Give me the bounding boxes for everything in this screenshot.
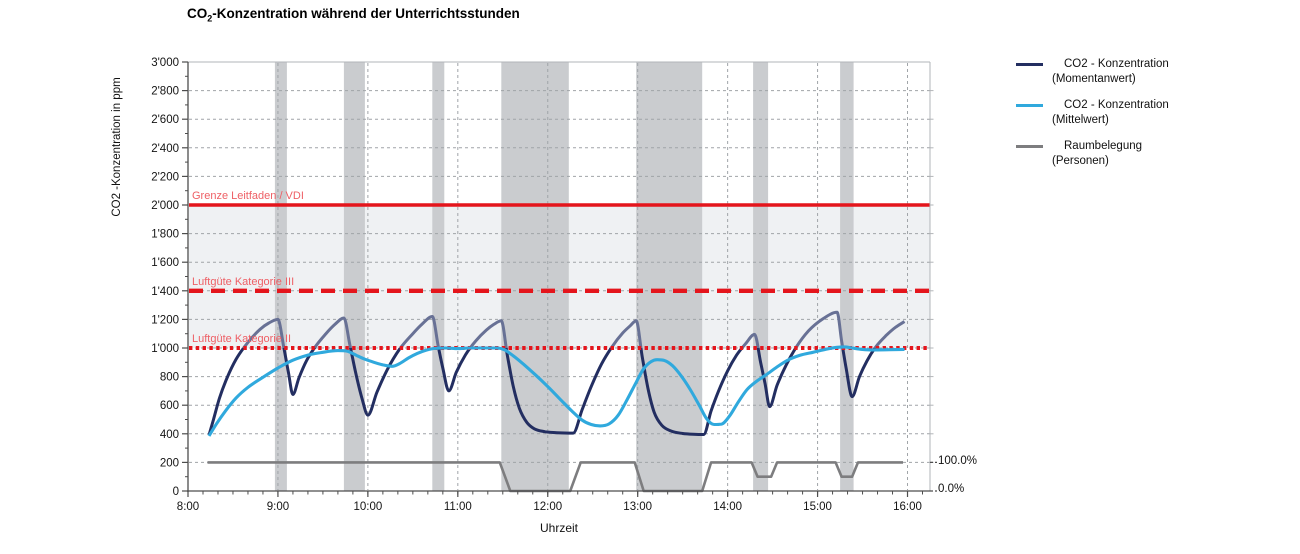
right-axis-label-100: 100.0% xyxy=(938,455,978,467)
threshold-label: Luftgüte Kategorie II xyxy=(192,333,291,345)
legend-label: (Mittelwert) xyxy=(1052,114,1109,126)
y-tick-label: 2'800 xyxy=(151,86,179,98)
y-tick-label: 600 xyxy=(160,400,179,412)
pause-band xyxy=(840,62,854,491)
legend-label: (Personen) xyxy=(1052,155,1109,167)
x-tick-label: 15:00 xyxy=(803,501,832,513)
legend: CO2 - Konzentration (Momentanwert) CO2 -… xyxy=(1016,57,1169,180)
raumbelegung-line-swatch xyxy=(1016,145,1043,148)
pause-band xyxy=(753,62,769,491)
legend-label: CO2 - Konzentration xyxy=(1064,58,1169,70)
right-axis-label-0: 0.0% xyxy=(938,483,965,495)
y-tick-label: 2'400 xyxy=(151,143,179,155)
x-tick-label: 9:00 xyxy=(267,501,289,513)
x-tick-label: 12:00 xyxy=(533,501,562,513)
y-tick-label: 1'600 xyxy=(151,257,179,269)
pause-band xyxy=(432,62,445,491)
y-axis-title: CO2 -Konzentration in ppm xyxy=(111,77,123,217)
pause-band xyxy=(501,62,569,491)
y-tick-label: 1'200 xyxy=(151,314,179,326)
momentanwert-line-swatch xyxy=(1016,63,1043,66)
y-tick-label: 1'000 xyxy=(151,343,179,355)
mittelwert-line-swatch xyxy=(1016,104,1043,107)
threshold-label: Grenze Leitfaden / VDI xyxy=(192,190,304,202)
legend-label: (Momentanwert) xyxy=(1052,73,1136,85)
x-tick-label: 13:00 xyxy=(623,501,652,513)
y-tick-label: 2'200 xyxy=(151,171,179,183)
x-tick-label: 11:00 xyxy=(444,501,472,513)
x-axis-title: Uhrzeit xyxy=(539,521,579,535)
x-tick-label: 8:00 xyxy=(177,501,199,513)
y-tick-label: 200 xyxy=(160,457,179,469)
y-tick-label: 400 xyxy=(160,429,179,441)
x-tick-label: 16:00 xyxy=(893,501,922,513)
pause-band xyxy=(343,62,365,491)
x-tick-label: 14:00 xyxy=(713,501,742,513)
legend-item-momentanwert: CO2 - Konzentration (Momentanwert) xyxy=(1016,57,1169,87)
mittelwert-line xyxy=(207,345,905,437)
threshold-label: Luftgüte Kategorie III xyxy=(192,276,294,288)
y-tick-label: 1'400 xyxy=(151,286,179,298)
y-tick-label: 800 xyxy=(160,372,179,384)
x-tick-label: 10:00 xyxy=(353,501,382,513)
y-tick-label: 1'800 xyxy=(151,229,179,241)
legend-label: Raumbelegung xyxy=(1064,140,1143,152)
legend-label: CO2 - Konzentration xyxy=(1064,99,1169,111)
y-tick-label: 2'600 xyxy=(151,114,179,126)
momentanwert-line xyxy=(207,348,877,437)
pause-band xyxy=(636,62,703,491)
y-tick-label: 0 xyxy=(173,486,179,498)
chart-title: CO2-Konzentration während der Unterricht… xyxy=(187,6,520,24)
legend-item-raumbelegung: Raumbelegung (Personen) xyxy=(1016,139,1169,169)
y-tick-label: 3'000 xyxy=(151,57,179,69)
legend-item-mittelwert: CO2 - Konzentration (Mittelwert) xyxy=(1016,98,1169,128)
y-tick-label: 2'000 xyxy=(151,200,179,212)
